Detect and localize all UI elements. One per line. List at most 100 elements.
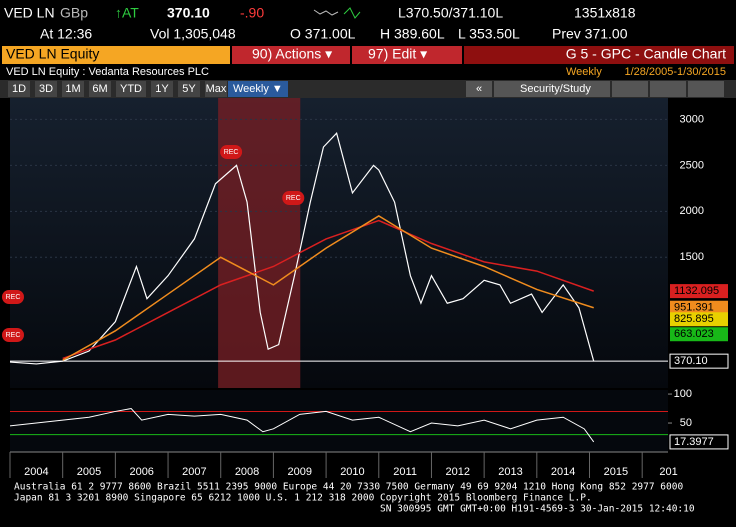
- lower-panel: [10, 390, 668, 452]
- bid-ask: L370.50/371.10L: [398, 5, 503, 21]
- rec-label: REC: [6, 332, 21, 339]
- function-name: G 5 - GPC - Candle Chart: [566, 46, 726, 62]
- high: H 389.60L: [380, 26, 445, 42]
- frequency-dropdown[interactable]: [228, 81, 288, 97]
- value-tag-label: 17.3977: [674, 436, 714, 448]
- x-tick-label: 2007: [182, 466, 206, 478]
- value-tag: [670, 312, 728, 327]
- study-button[interactable]: [494, 81, 610, 97]
- period-button[interactable]: [8, 81, 30, 97]
- value-tag-label: 951.391: [674, 302, 714, 314]
- actions-button[interactable]: [232, 46, 350, 64]
- lower-tick-label: 100: [674, 388, 692, 400]
- rec-label: REC: [286, 195, 301, 202]
- value-tag-label: 825.895: [674, 313, 714, 325]
- lower-tick-label: 50: [680, 417, 692, 429]
- period-button[interactable]: [35, 81, 57, 97]
- footer-line: SN 300995 GMT GMT+0:00 H191-4569-3 30-Ja…: [380, 504, 695, 515]
- rec-label: REC: [6, 294, 21, 301]
- low: L 353.50L: [458, 26, 520, 42]
- period-label[interactable]: Max: [206, 83, 227, 95]
- period-button[interactable]: [205, 81, 227, 97]
- value-tag-label: 663.023: [674, 328, 714, 340]
- size: 1351x818: [574, 5, 636, 21]
- last-price: 370.10: [167, 5, 210, 21]
- x-tick-label: 2014: [551, 466, 575, 478]
- x-tick-label: 2004: [24, 466, 48, 478]
- value-tag: [669, 353, 729, 369]
- period-label[interactable]: YTD: [120, 83, 142, 95]
- rec-label: REC: [224, 149, 239, 156]
- price-line: [62, 219, 594, 360]
- value-tag-label: 370.10: [674, 355, 708, 367]
- rec-marker: [2, 290, 24, 304]
- main-panel: [10, 98, 668, 388]
- ticker: VED LN: [4, 5, 55, 21]
- price-line: [62, 215, 594, 361]
- period-button[interactable]: [151, 81, 173, 97]
- settings-button[interactable]: [688, 81, 724, 97]
- time: At 12:36: [40, 26, 92, 42]
- price-line: [9, 132, 595, 365]
- x-tick-label: 2012: [446, 466, 470, 478]
- period-label[interactable]: 1M: [65, 83, 80, 95]
- x-tick-label: 201: [659, 466, 677, 478]
- draw-button[interactable]: [650, 81, 686, 97]
- x-tick-label: 2010: [340, 466, 364, 478]
- period-label[interactable]: 1D: [12, 83, 26, 95]
- frequency: Weekly: [566, 66, 602, 78]
- value-tag-label: 1132.095: [674, 285, 719, 297]
- collapse-button[interactable]: [466, 81, 492, 97]
- period-label[interactable]: 6M: [92, 83, 107, 95]
- value-tag: [670, 327, 728, 342]
- x-tick-label: 2005: [77, 466, 101, 478]
- footer-line: Japan 81 3 3201 8900 Singapore 65 6212 1…: [14, 493, 592, 504]
- sparkline-icon: [313, 9, 339, 16]
- rec-marker: [282, 191, 305, 205]
- frequency-dropdown-label[interactable]: Weekly ▼: [233, 83, 283, 95]
- period-button[interactable]: [89, 81, 111, 97]
- period-label[interactable]: 1Y: [155, 83, 169, 95]
- flag-button[interactable]: [612, 81, 648, 97]
- period-label[interactable]: 5Y: [182, 83, 196, 95]
- value-tag: [670, 300, 728, 315]
- footer-line: Australia 61 2 9777 8600 Brazil 5511 239…: [14, 482, 683, 493]
- y-tick-label: 2000: [680, 205, 704, 217]
- x-tick-label: 2006: [129, 466, 153, 478]
- at-label: ↑AT: [115, 5, 139, 21]
- rec-marker: [220, 145, 243, 159]
- collapse-label[interactable]: «: [476, 83, 482, 95]
- security-bar: [2, 46, 230, 64]
- x-tick-label: 2009: [288, 466, 312, 478]
- price-line: [9, 408, 595, 443]
- period-button[interactable]: [116, 81, 146, 97]
- x-tick-label: 2008: [235, 466, 259, 478]
- x-tick-label: 2013: [498, 466, 522, 478]
- prev: Prev 371.00: [552, 26, 628, 42]
- edit-button[interactable]: [352, 46, 462, 64]
- security-name: VED LN Equity : Vedanta Resources PLC: [6, 66, 209, 78]
- open: O 371.00L: [290, 26, 356, 42]
- currency: GBp: [60, 5, 88, 21]
- recession-band: [218, 98, 301, 388]
- period-button[interactable]: [62, 81, 84, 97]
- y-tick-label: 3000: [680, 113, 704, 125]
- x-tick-label: 2011: [393, 466, 417, 478]
- change: -.90: [240, 5, 264, 21]
- volume: Vol 1,305,048: [150, 26, 236, 42]
- period-button[interactable]: [178, 81, 200, 97]
- date-range: 1/28/2005-1/30/2015: [624, 66, 726, 78]
- study-label[interactable]: Security/Study: [520, 83, 591, 95]
- x-tick-label: 2015: [604, 466, 628, 478]
- period-label[interactable]: 3D: [39, 83, 53, 95]
- edit-label[interactable]: 97) Edit ▾: [368, 46, 427, 62]
- sparkline-icon: [343, 7, 361, 19]
- actions-label[interactable]: 90) Actions ▾: [252, 46, 332, 62]
- security: VED LN Equity: [6, 46, 99, 62]
- rec-marker: [2, 328, 24, 342]
- value-tag: [669, 434, 729, 450]
- y-tick-label: 1500: [680, 251, 704, 263]
- function-bar: [464, 46, 734, 64]
- value-tag: [670, 284, 728, 299]
